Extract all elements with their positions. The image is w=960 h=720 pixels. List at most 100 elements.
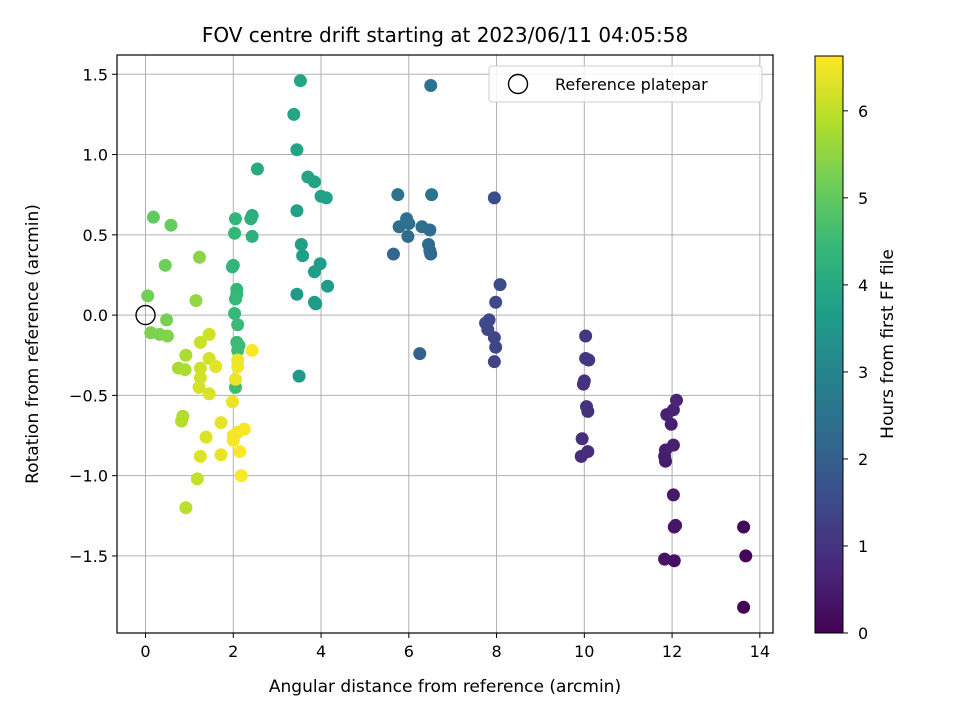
- data-point: [489, 295, 503, 309]
- y-tick-label: 0.0: [83, 306, 108, 325]
- data-point: [737, 600, 751, 614]
- data-point: [214, 448, 228, 462]
- data-point: [293, 74, 307, 88]
- y-axis-label: Rotation from reference (arcmin): [23, 204, 43, 484]
- data-point: [292, 369, 306, 383]
- data-point: [214, 416, 228, 430]
- y-tick-label: −1.0: [69, 467, 108, 486]
- data-point: [158, 258, 172, 272]
- reference-marker: [135, 304, 156, 326]
- y-tick-label: −1.5: [69, 547, 108, 566]
- data-point: [580, 400, 594, 414]
- data-point: [228, 306, 242, 320]
- data-point: [189, 294, 203, 308]
- data-point: [579, 329, 593, 343]
- data-point: [493, 278, 507, 292]
- data-point: [228, 372, 242, 386]
- data-point: [307, 295, 321, 309]
- data-point: [582, 353, 596, 367]
- data-point: [425, 188, 439, 202]
- plot-frame: [116, 54, 774, 634]
- gridlines: [117, 55, 773, 633]
- data-point: [415, 220, 429, 234]
- data-point: [192, 250, 206, 264]
- data-point: [422, 237, 436, 251]
- data-point: [231, 318, 245, 332]
- data-point: [228, 226, 242, 240]
- data-point: [577, 374, 591, 388]
- data-point: [231, 343, 245, 357]
- data-point: [193, 335, 207, 349]
- data-point: [667, 520, 681, 534]
- colorbar-ticks: 0 1 2 3 4 5 6: [843, 102, 868, 643]
- x-tick-label: 6: [404, 642, 414, 661]
- data-point: [386, 247, 400, 261]
- x-tick-label: 0: [140, 642, 150, 661]
- x-axis-ticks: 0 2 4 6 8 10 12 14: [140, 633, 770, 661]
- data-point: [290, 204, 304, 218]
- y-tick-label: 0.5: [83, 226, 108, 245]
- data-point: [296, 249, 310, 263]
- colorbar-tick-label: 3: [858, 363, 868, 382]
- chart-title: FOV centre drift starting at 2023/06/11 …: [202, 23, 688, 47]
- data-point: [146, 210, 160, 224]
- data-point: [667, 554, 681, 568]
- y-axis-ticks: 1.5 1.0 0.5 0.0 −0.5 −1.0 −1.5: [69, 65, 117, 566]
- reference-marker-layer: [135, 304, 156, 326]
- data-point: [244, 212, 258, 226]
- y-tick-label: −0.5: [69, 386, 108, 405]
- y-tick-label: 1.5: [83, 65, 108, 84]
- data-point: [658, 552, 672, 566]
- data-point: [489, 340, 503, 354]
- data-point: [234, 469, 248, 483]
- x-tick-label: 14: [750, 642, 770, 661]
- x-tick-label: 10: [574, 642, 594, 661]
- data-point: [669, 393, 683, 407]
- data-point: [400, 212, 414, 226]
- data-point: [391, 188, 405, 202]
- y-tick-label: 1.0: [83, 146, 108, 165]
- data-point: [739, 549, 753, 563]
- data-point: [193, 371, 207, 385]
- data-point: [190, 472, 204, 486]
- data-point: [225, 395, 239, 409]
- colorbar-tick-label: 0: [858, 624, 868, 643]
- data-point: [228, 212, 242, 226]
- data-point: [193, 449, 207, 463]
- data-point: [231, 359, 245, 373]
- data-point: [160, 313, 174, 327]
- data-points: [141, 74, 753, 614]
- data-point: [575, 432, 589, 446]
- data-point: [245, 229, 259, 243]
- data-point: [321, 279, 335, 293]
- colorbar-label: Hours from first FF file: [878, 249, 898, 439]
- data-point: [401, 229, 415, 243]
- data-point: [192, 380, 206, 394]
- data-point: [202, 327, 216, 341]
- data-point: [164, 218, 178, 232]
- data-point: [424, 79, 438, 93]
- data-point: [287, 107, 301, 121]
- data-point: [250, 162, 264, 176]
- data-point: [314, 189, 328, 203]
- colorbar-tick-label: 4: [858, 276, 868, 295]
- legend-reference-marker-icon: [507, 73, 529, 95]
- colorbar-tick-label: 5: [858, 189, 868, 208]
- legend-box: [488, 65, 763, 103]
- data-point: [487, 355, 501, 369]
- data-point: [160, 329, 174, 343]
- data-point: [294, 237, 308, 251]
- data-point: [179, 501, 193, 515]
- data-point: [225, 260, 239, 274]
- data-point: [228, 292, 242, 306]
- data-point: [141, 289, 155, 303]
- data-point: [202, 387, 216, 401]
- data-point: [199, 430, 213, 444]
- data-point: [666, 488, 680, 502]
- data-point: [179, 348, 193, 362]
- legend: Reference platepar: [488, 65, 763, 103]
- data-point: [193, 361, 207, 375]
- x-tick-label: 2: [228, 642, 238, 661]
